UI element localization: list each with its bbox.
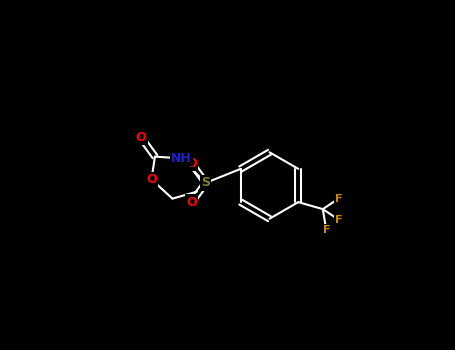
Text: F: F bbox=[335, 194, 342, 204]
Text: NH: NH bbox=[171, 152, 192, 165]
Text: F: F bbox=[335, 215, 342, 225]
Text: O: O bbox=[187, 196, 197, 209]
Text: O: O bbox=[146, 173, 157, 186]
Text: S: S bbox=[201, 176, 210, 189]
Text: O: O bbox=[187, 157, 197, 170]
Text: F: F bbox=[323, 225, 330, 235]
Text: O: O bbox=[136, 131, 146, 144]
